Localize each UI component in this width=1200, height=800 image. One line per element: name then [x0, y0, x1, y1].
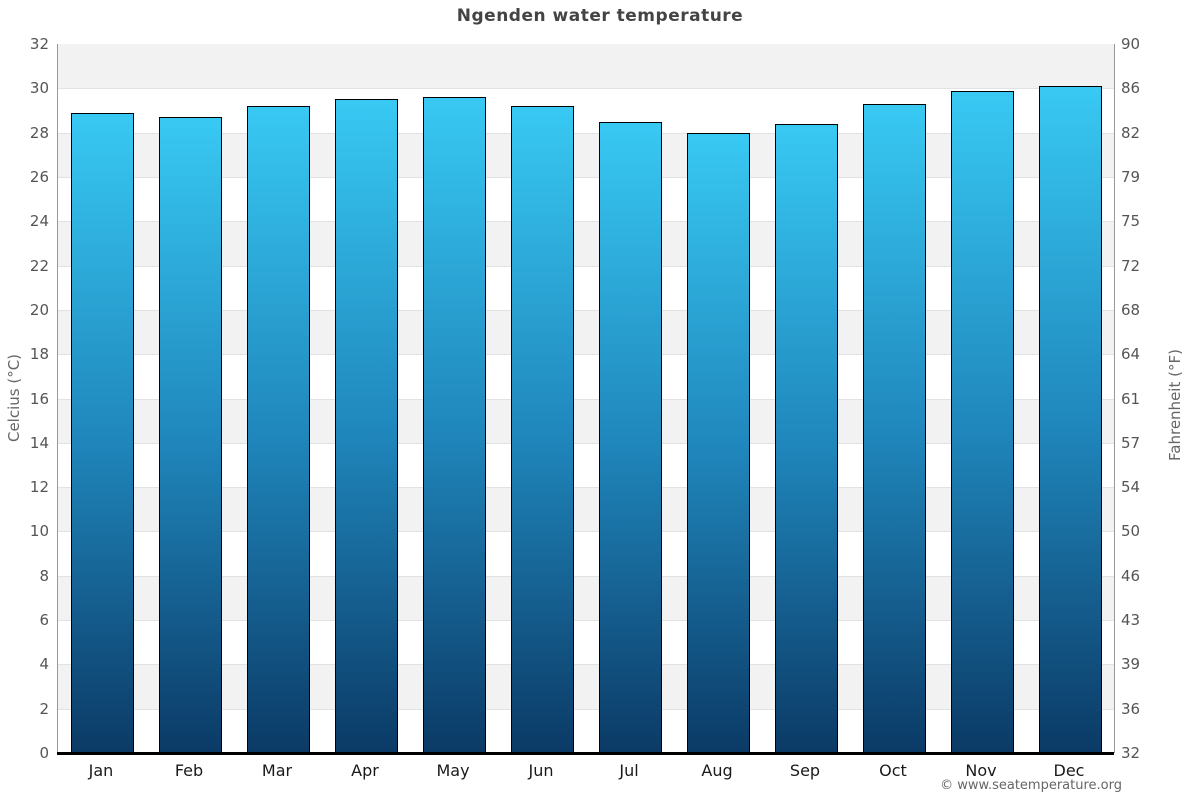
y-tick-fahrenheit: 90: [1121, 35, 1141, 53]
bar-may: [422, 97, 486, 753]
y-tick-celsius: 20: [29, 300, 49, 319]
bar-jun: [510, 106, 574, 753]
x-tick-feb: Feb: [174, 761, 204, 780]
y-tick-celsius: 8: [39, 566, 49, 585]
background-band: [58, 575, 1114, 621]
gridline: [58, 309, 1114, 311]
background-band: [58, 221, 1114, 266]
background-band: [58, 708, 1114, 753]
gridline: [58, 664, 1114, 666]
y-tick-fahrenheit: 64: [1121, 345, 1141, 364]
y-tick-celsius: 22: [29, 256, 49, 275]
y-tick-fahrenheit: 36: [1121, 699, 1141, 718]
gridline: [58, 88, 1114, 90]
y-tick-celsius: 14: [29, 433, 49, 452]
background-band: [58, 265, 1114, 310]
y-tick-celsius: 24: [29, 212, 49, 231]
x-tick-dec: Dec: [1053, 761, 1085, 780]
x-tick-oct: Oct: [879, 761, 907, 780]
background-band: [58, 620, 1114, 665]
bar-sep: [774, 123, 838, 753]
y-tick-fahrenheit: 79: [1121, 167, 1141, 186]
y-tick-celsius: 12: [29, 478, 49, 497]
y-tick-fahrenheit: 39: [1121, 655, 1141, 674]
plot-area: [57, 44, 1115, 753]
background-band: [58, 88, 1114, 133]
y-tick-celsius: 28: [29, 123, 49, 142]
bar-mar: [246, 106, 310, 753]
y-tick-fahrenheit: 86: [1121, 79, 1141, 98]
background-band: [58, 398, 1114, 443]
bar-feb: [158, 117, 222, 753]
y-tick-fahrenheit: 50: [1121, 522, 1141, 541]
bar-jul: [598, 121, 662, 753]
gridline: [58, 487, 1114, 489]
y-tick-celsius: 18: [29, 345, 49, 364]
y-tick-fahrenheit: 57: [1121, 433, 1141, 452]
bar-oct: [862, 103, 926, 753]
y-tick-celsius: 32: [29, 35, 49, 53]
footer-credit: © www.seatemperature.org: [940, 778, 1122, 793]
y-tick-fahrenheit: 54: [1121, 478, 1141, 497]
gridline: [58, 442, 1114, 444]
background-band: [58, 44, 1114, 89]
y-tick-fahrenheit: 72: [1121, 256, 1141, 275]
gridline: [58, 575, 1114, 577]
bar-apr: [334, 99, 398, 753]
gridline: [58, 620, 1114, 622]
x-tick-jul: Jul: [619, 761, 639, 780]
x-tick-may: May: [436, 761, 470, 780]
gridline: [58, 708, 1114, 710]
gridline: [58, 265, 1114, 267]
y-tick-celsius: 30: [29, 79, 49, 98]
x-tick-sep: Sep: [789, 761, 821, 780]
background-band: [58, 354, 1114, 399]
bar-aug: [686, 132, 750, 753]
bar-dec: [1038, 86, 1102, 753]
gridline: [58, 176, 1114, 178]
y-tick-celsius: 0: [39, 744, 49, 762]
y-tick-celsius: 4: [39, 655, 49, 674]
y-tick-fahrenheit: 43: [1121, 611, 1141, 630]
background-band: [58, 442, 1114, 488]
background-band: [58, 176, 1114, 222]
y-tick-fahrenheit: 68: [1121, 300, 1141, 319]
x-tick-nov: Nov: [965, 761, 997, 780]
x-tick-mar: Mar: [261, 761, 293, 780]
background-band: [58, 309, 1114, 355]
gridline: [58, 531, 1114, 533]
gridline: [58, 221, 1114, 223]
x-tick-jun: Jun: [528, 761, 554, 780]
y-tick-celsius: 10: [29, 522, 49, 541]
gridline: [58, 354, 1114, 356]
y-tick-celsius: 2: [39, 699, 49, 718]
x-tick-aug: Aug: [701, 761, 733, 780]
y-tick-celsius: 26: [29, 167, 49, 186]
gridline: [58, 398, 1114, 400]
background-band: [58, 664, 1114, 709]
y-tick-fahrenheit: 46: [1121, 566, 1141, 585]
bar-nov: [950, 90, 1014, 753]
x-axis-baseline: [57, 752, 1114, 755]
x-tick-jan: Jan: [88, 761, 114, 780]
gridline: [58, 132, 1114, 134]
y-tick-fahrenheit: 82: [1121, 123, 1141, 142]
chart-title: Ngenden water temperature: [456, 6, 744, 26]
y-tick-celsius: 6: [39, 611, 49, 630]
y-tick-fahrenheit: 32: [1121, 744, 1141, 762]
y-tick-celsius: 16: [29, 389, 49, 408]
background-band: [58, 487, 1114, 532]
y-tick-fahrenheit: 61: [1121, 389, 1141, 408]
x-tick-apr: Apr: [351, 761, 379, 780]
background-band: [58, 531, 1114, 576]
bar-jan: [70, 112, 134, 753]
background-band: [58, 132, 1114, 177]
y-tick-fahrenheit: 75: [1121, 212, 1141, 231]
